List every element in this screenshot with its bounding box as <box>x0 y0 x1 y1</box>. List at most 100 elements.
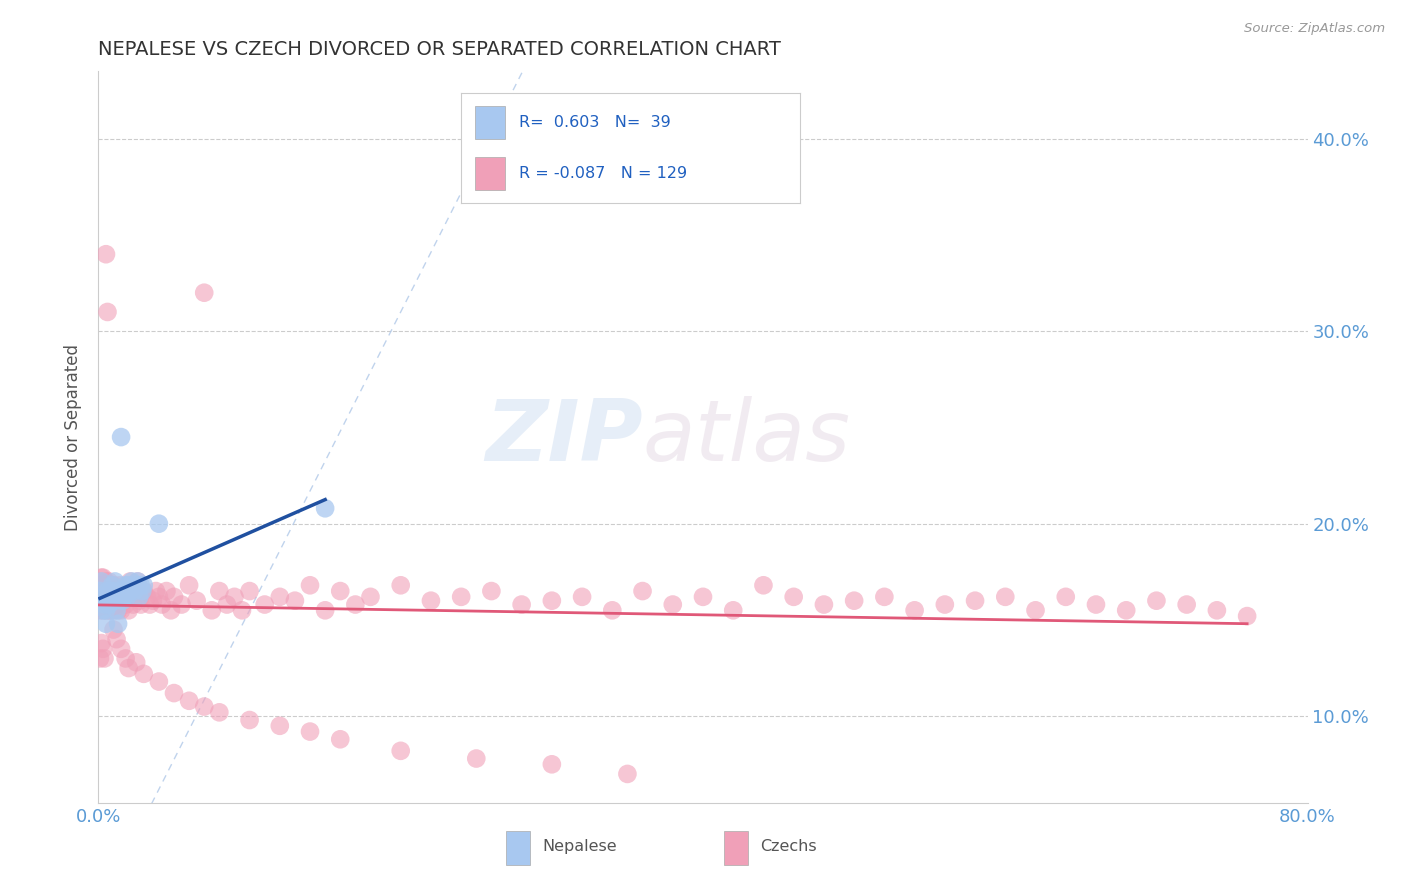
Point <box>329 584 352 599</box>
Point <box>994 590 1017 604</box>
Point <box>100 593 122 607</box>
Point <box>110 641 132 656</box>
Point <box>299 578 322 592</box>
Point <box>111 584 134 599</box>
Point <box>104 584 127 599</box>
Point <box>122 598 145 612</box>
Point <box>100 593 122 607</box>
Point <box>934 598 956 612</box>
Point <box>107 603 129 617</box>
Point <box>616 767 638 781</box>
Point <box>239 713 262 727</box>
Point <box>389 744 412 758</box>
Point <box>105 598 128 612</box>
Point <box>602 603 624 617</box>
Point <box>1085 598 1108 612</box>
Y-axis label: Divorced or Separated: Divorced or Separated <box>65 343 83 531</box>
Point <box>91 603 114 617</box>
Point <box>90 578 112 592</box>
Point <box>127 574 149 589</box>
Point <box>121 590 143 604</box>
Point <box>93 651 115 665</box>
Point <box>100 603 122 617</box>
Point <box>844 593 866 607</box>
Point <box>139 598 162 612</box>
Point <box>129 578 152 592</box>
Point <box>107 590 129 604</box>
Point <box>91 593 114 607</box>
Point <box>783 590 806 604</box>
Point <box>96 584 118 599</box>
Point <box>118 584 141 599</box>
Point <box>108 578 131 592</box>
Point <box>118 661 141 675</box>
Point <box>1206 603 1229 617</box>
Point <box>94 603 117 617</box>
Point <box>329 732 352 747</box>
Point <box>692 590 714 604</box>
Point <box>93 590 115 604</box>
Point <box>389 578 412 592</box>
Point <box>103 623 125 637</box>
Point <box>813 598 835 612</box>
Point <box>114 651 136 665</box>
Point <box>115 590 138 604</box>
Point <box>873 590 896 604</box>
Point <box>193 699 215 714</box>
Point <box>224 590 246 604</box>
Point <box>661 598 683 612</box>
Point <box>91 603 114 617</box>
Point <box>94 590 117 604</box>
Point <box>127 574 149 589</box>
Point <box>465 751 488 765</box>
Point <box>752 578 775 592</box>
Point <box>91 584 114 599</box>
Point <box>101 578 124 592</box>
Point <box>100 584 122 599</box>
Point <box>93 598 115 612</box>
Point <box>93 590 115 604</box>
Point <box>314 501 336 516</box>
Text: Source: ZipAtlas.com: Source: ZipAtlas.com <box>1244 22 1385 36</box>
Point <box>1054 590 1077 604</box>
Point <box>125 655 148 669</box>
Point <box>101 598 124 612</box>
Point <box>120 574 142 589</box>
Point <box>112 593 135 607</box>
Point <box>98 593 121 607</box>
Point <box>723 603 745 617</box>
Point <box>98 574 121 589</box>
Point <box>132 584 155 599</box>
Point <box>91 641 114 656</box>
Point <box>215 598 238 612</box>
Point <box>114 578 136 592</box>
Point <box>150 598 173 612</box>
Point <box>94 603 117 617</box>
Point <box>148 590 170 604</box>
Text: ZIP: ZIP <box>485 395 643 479</box>
Point <box>1144 593 1167 607</box>
Point <box>965 593 987 607</box>
Point <box>239 584 262 599</box>
Point <box>118 578 141 592</box>
Point <box>135 590 157 604</box>
Point <box>103 584 125 599</box>
Point <box>129 598 152 612</box>
Point <box>1024 603 1046 617</box>
Point <box>231 603 253 617</box>
Point <box>142 593 165 607</box>
Point <box>1175 598 1198 612</box>
Point <box>104 593 127 607</box>
Point <box>91 571 114 585</box>
Point <box>101 578 124 592</box>
Point <box>124 584 146 599</box>
Point <box>103 603 125 617</box>
Point <box>208 706 231 720</box>
Point <box>155 584 177 599</box>
Point <box>90 590 112 604</box>
Point <box>96 593 118 607</box>
Point <box>100 603 122 617</box>
Point <box>89 584 111 599</box>
Point <box>103 590 125 604</box>
Point <box>540 757 562 772</box>
